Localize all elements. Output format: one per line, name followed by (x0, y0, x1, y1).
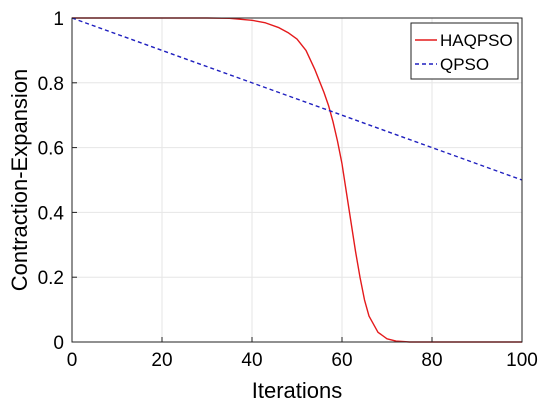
plot-frame (71, 17, 523, 343)
x-axis-label: Iterations (252, 378, 343, 403)
x-tick-label: 40 (241, 350, 262, 371)
ticks: 0 20 40 60 80 100 0 0.2 0.4 0.6 0.8 1 (38, 9, 538, 371)
x-tick-label: 100 (506, 350, 538, 371)
y-tick-label: 0.2 (38, 268, 64, 289)
x-tick-label: 20 (151, 350, 172, 371)
series-layer (71, 17, 523, 343)
y-axis-label: Contraction-Expansion (7, 69, 32, 292)
series-line-qpso (71, 17, 523, 181)
x-tick-label: 80 (421, 350, 442, 371)
y-tick-label: 0.4 (38, 203, 65, 224)
y-tick-label: 0 (53, 333, 64, 354)
grid (72, 18, 522, 342)
y-tick-label: 0.8 (38, 74, 64, 95)
y-tick-label: 0.6 (38, 139, 64, 160)
legend: HAQPSO QPSO (410, 22, 519, 80)
series-line-haqpso (72, 17, 522, 343)
x-tick-label: 0 (67, 350, 78, 371)
legend-label-qpso: QPSO (440, 55, 489, 74)
legend-box (410, 22, 519, 80)
x-tick-label: 60 (331, 350, 352, 371)
y-tick-label: 1 (53, 9, 64, 30)
legend-label-haqpso: HAQPSO (440, 31, 513, 50)
